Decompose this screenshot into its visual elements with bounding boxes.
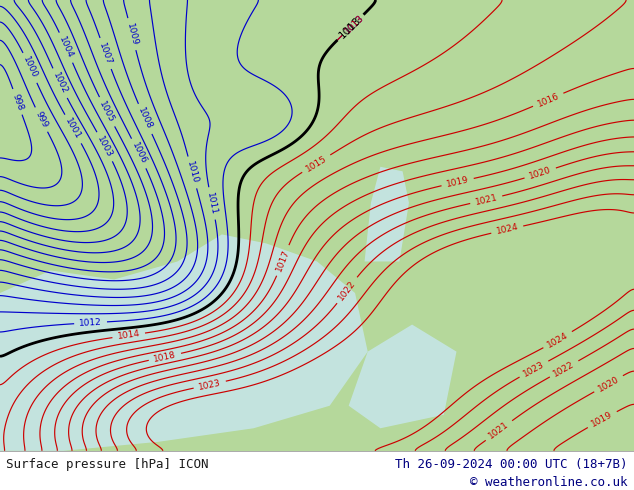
Text: 1010: 1010 <box>185 160 200 185</box>
Text: Surface pressure [hPa] ICON: Surface pressure [hPa] ICON <box>6 458 209 471</box>
Text: 1019: 1019 <box>446 175 470 189</box>
Text: 1008: 1008 <box>136 107 154 131</box>
Text: 1015: 1015 <box>304 154 328 173</box>
Text: 1014: 1014 <box>117 329 141 342</box>
Text: 1012: 1012 <box>79 318 102 328</box>
Text: 1021: 1021 <box>487 420 511 441</box>
Text: 1023: 1023 <box>198 378 222 392</box>
Text: 998: 998 <box>10 92 25 111</box>
Text: 1013: 1013 <box>343 13 366 35</box>
Text: 1007: 1007 <box>98 41 113 66</box>
Text: 1013: 1013 <box>337 15 363 40</box>
Text: 1004: 1004 <box>57 35 75 60</box>
Text: 1020: 1020 <box>597 374 621 393</box>
Text: 999: 999 <box>34 110 49 129</box>
Text: 1001: 1001 <box>63 117 82 141</box>
Text: 1024: 1024 <box>546 330 570 349</box>
Text: 1023: 1023 <box>522 360 546 378</box>
Text: 1018: 1018 <box>153 350 177 364</box>
Text: 1005: 1005 <box>98 99 116 124</box>
Text: 1016: 1016 <box>536 91 560 108</box>
Text: 1009: 1009 <box>125 22 139 47</box>
Polygon shape <box>0 234 368 451</box>
Text: 1020: 1020 <box>528 165 552 181</box>
Text: 1011: 1011 <box>205 191 219 216</box>
Text: 1017: 1017 <box>275 248 291 273</box>
Text: 1022: 1022 <box>552 359 576 378</box>
Text: 1021: 1021 <box>474 193 498 207</box>
Text: 1006: 1006 <box>130 141 148 166</box>
Text: 1024: 1024 <box>495 222 519 237</box>
Text: © weatheronline.co.uk: © weatheronline.co.uk <box>470 476 628 490</box>
Text: 1003: 1003 <box>96 134 114 159</box>
Text: 1000: 1000 <box>21 55 39 80</box>
Text: 1002: 1002 <box>51 71 69 96</box>
Text: Th 26-09-2024 00:00 UTC (18+7B): Th 26-09-2024 00:00 UTC (18+7B) <box>395 458 628 471</box>
Text: 1013: 1013 <box>343 13 366 35</box>
Polygon shape <box>365 167 409 262</box>
Text: 1022: 1022 <box>337 278 358 302</box>
Text: 1019: 1019 <box>590 410 614 429</box>
Polygon shape <box>349 324 456 428</box>
